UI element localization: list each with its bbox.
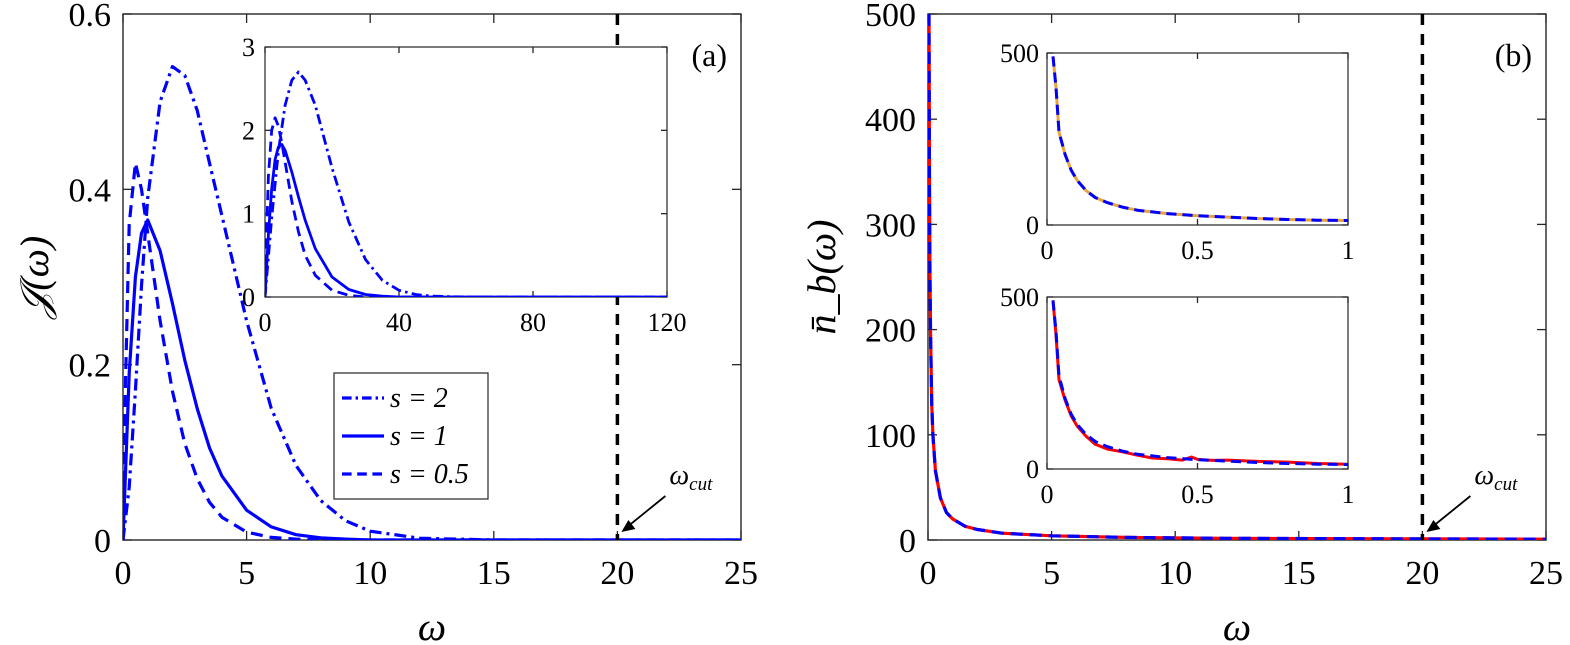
a-inset-series-s-0-5 xyxy=(265,116,667,297)
a-legend-label: s = 2 xyxy=(390,383,448,414)
a-x-tick-label: 15 xyxy=(477,555,511,592)
b-inset-lower-x-tick-label: 1 xyxy=(1342,480,1355,509)
a-series-s-1 xyxy=(123,218,741,540)
b-inset-upper-plot-frame xyxy=(1046,52,1349,226)
a-x-tick-label: 20 xyxy=(600,555,634,592)
b-panel-label: (b) xyxy=(1495,37,1532,73)
a-y-tick-label: 0.2 xyxy=(69,348,112,385)
b-x-tick-label: 10 xyxy=(1158,555,1192,592)
b-y-axis-label: n̄_b(ω) xyxy=(799,220,844,335)
b-x-axis-label: ω xyxy=(1223,604,1251,645)
b-inset-upper-x-tick-label: 1 xyxy=(1342,236,1355,265)
a-legend-label: s = 0.5 xyxy=(390,459,469,490)
a-legend-label: s = 1 xyxy=(390,421,448,452)
a-inset-y-tick-label: 1 xyxy=(242,200,255,229)
b-x-tick-label: 20 xyxy=(1405,555,1439,592)
b-inset-upper-series-solid-0 xyxy=(1051,56,1348,222)
b-inset-upper-x-tick-label: 0 xyxy=(1041,236,1054,265)
a-cutoff-label: ωcut xyxy=(669,460,713,495)
b-y-tick-label: 400 xyxy=(865,102,916,139)
b-inset-lower-y-tick-label: 500 xyxy=(1000,283,1039,312)
b-y-tick-label: 300 xyxy=(865,207,916,244)
b-inset-upper-y-tick-label: 0 xyxy=(1026,211,1039,240)
b-y-tick-label: 100 xyxy=(865,418,916,455)
b-y-tick-label: 500 xyxy=(865,0,916,34)
a-inset-series-s-2 xyxy=(265,70,667,297)
a-series-s-0-5 xyxy=(123,161,741,540)
a-legend: s = 2 s = 1 s = 0.5 xyxy=(333,372,489,500)
b-y-tick-label: 0 xyxy=(899,523,916,560)
a-cutoff-arrowhead xyxy=(621,520,636,532)
b-y-tick-label: 200 xyxy=(865,313,916,350)
b-inset-upper-y-tick-label: 500 xyxy=(1000,39,1039,68)
a-y-tick-label: 0.4 xyxy=(69,172,112,209)
a-x-axis-label: ω xyxy=(418,604,446,645)
a-x-tick-label: 10 xyxy=(353,555,387,592)
a-inset-x-tick-label: 0 xyxy=(259,308,272,337)
b-inset-lower-x-tick-label: 0.5 xyxy=(1181,480,1214,509)
a-inset-y-tick-label: 0 xyxy=(242,283,255,312)
panel-b: 0 5 10 15 20 250100200300400500ωcut(b)ωn̄_b(ω… xyxy=(799,0,1563,645)
a-inset-x-tick-label: 120 xyxy=(648,308,687,337)
a-inset-x-tick-label: 40 xyxy=(386,308,412,337)
a-y-tick-label: 0.6 xyxy=(69,0,112,34)
a-y-tick-label: 0 xyxy=(94,523,111,560)
b-x-tick-label: 15 xyxy=(1282,555,1316,592)
b-series-dashed-1 xyxy=(928,13,1546,540)
a-x-tick-label: 25 xyxy=(724,555,758,592)
a-panel-label: (a) xyxy=(691,37,727,73)
b-inset-lower-x-tick-label: 0 xyxy=(1041,480,1054,509)
b-inset-upper-x-tick-label: 0.5 xyxy=(1181,236,1214,265)
a-inset-plot-frame xyxy=(264,46,668,298)
a-x-tick-label: 5 xyxy=(238,555,255,592)
b-x-tick-label: 5 xyxy=(1043,555,1060,592)
a-inset-y-tick-label: 2 xyxy=(242,116,255,145)
b-cutoff-label: ωcut xyxy=(1474,460,1518,495)
a-inset-x-tick-label: 80 xyxy=(520,308,546,337)
b-inset-lower-y-tick-label: 0 xyxy=(1026,455,1039,484)
a-inset-series-s-1 xyxy=(265,143,667,297)
a-series-s-2 xyxy=(123,65,741,540)
b-cutoff-arrowhead xyxy=(1426,520,1441,532)
a-y-axis-label: 𝒥(ω) xyxy=(12,236,57,320)
b-inset-lower-series-solid-0 xyxy=(1051,300,1348,466)
a-x-tick-label: 0 xyxy=(115,555,132,592)
b-x-tick-label: 25 xyxy=(1529,555,1563,592)
b-x-tick-label: 0 xyxy=(920,555,937,592)
a-inset-y-tick-label: 3 xyxy=(242,33,255,62)
b-inset-lower-plot-frame xyxy=(1046,296,1349,470)
